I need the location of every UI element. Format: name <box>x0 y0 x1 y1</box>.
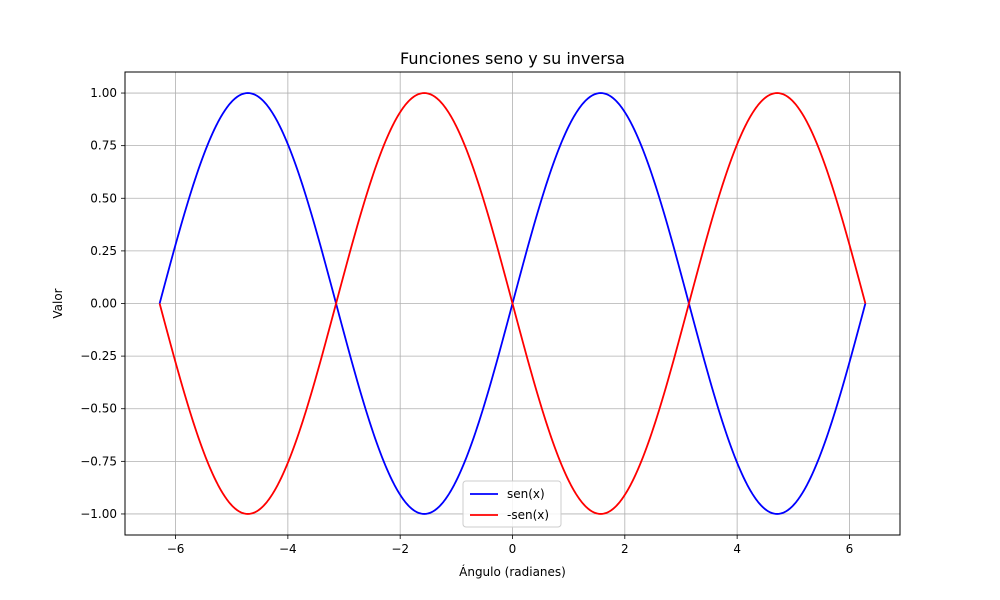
y-tick-label: −0.25 <box>80 349 117 363</box>
series-lines <box>158 92 867 515</box>
x-tick-label: −2 <box>391 542 409 556</box>
x-tick-label: −4 <box>279 542 297 556</box>
legend-label-sen: sen(x) <box>507 487 545 501</box>
legend: sen(x) -sen(x) <box>462 480 562 528</box>
axis-ticks: −6 −4 −2 0 2 4 6 −1.00 −0.75 −0.50 −0.25 0.00 0.25 0.… <box>80 86 853 556</box>
y-tick-label: −0.50 <box>80 402 117 416</box>
y-tick-label: 1.00 <box>90 86 117 100</box>
grid <box>125 72 900 535</box>
x-axis-label: Ángulo (radianes) <box>459 564 566 579</box>
x-tick-label: 2 <box>621 542 629 556</box>
series-line-1 <box>158 92 867 515</box>
chart-title: Funciones seno y su inversa <box>400 49 625 68</box>
x-tick-label: −6 <box>167 542 185 556</box>
y-tick-label: 0.00 <box>90 297 117 311</box>
x-tick-label: 4 <box>733 542 741 556</box>
legend-label-neg-sen: -sen(x) <box>507 508 549 522</box>
y-axis-label: Valor <box>51 288 65 318</box>
y-tick-label: 0.50 <box>90 191 117 205</box>
y-tick-label: −0.75 <box>80 454 117 468</box>
y-tick-label: −1.00 <box>80 507 117 521</box>
y-tick-label: 0.25 <box>90 244 117 258</box>
y-tick-label: 0.75 <box>90 139 117 153</box>
x-tick-label: 6 <box>846 542 854 556</box>
x-tick-label: 0 <box>509 542 517 556</box>
